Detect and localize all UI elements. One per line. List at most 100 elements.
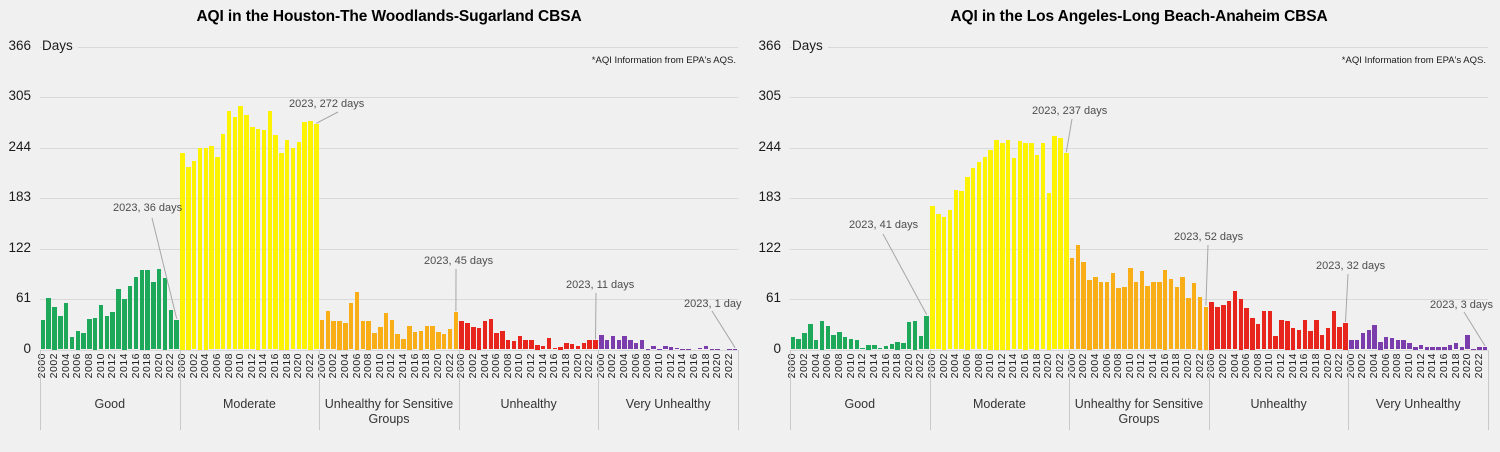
x-axis-tick-label: 2006 — [960, 353, 973, 379]
category-label: Unhealthy — [1250, 397, 1307, 411]
bar — [1302, 319, 1308, 350]
bar — [354, 291, 360, 350]
bar — [854, 340, 860, 350]
bar — [401, 338, 406, 350]
bar — [209, 145, 214, 350]
category-divider — [1488, 350, 1489, 430]
bar — [215, 156, 220, 350]
bar — [52, 306, 57, 350]
y-axis-title: Days — [792, 38, 828, 55]
bar — [1034, 155, 1040, 350]
bar — [953, 189, 959, 350]
bar — [244, 115, 249, 350]
bar — [517, 336, 523, 350]
gridline — [40, 97, 738, 98]
x-axis-tick-label: 2020 — [1181, 353, 1194, 379]
leader-lines — [151, 111, 736, 348]
bar — [226, 111, 232, 350]
bar — [808, 323, 813, 350]
bar — [133, 276, 139, 350]
y-axis-tick-label: 61 — [15, 290, 31, 305]
bar — [366, 320, 371, 350]
bar — [424, 326, 430, 350]
bar — [250, 126, 255, 350]
bar — [482, 321, 488, 350]
y-axis-tick-label: 0 — [773, 340, 781, 356]
bar — [1279, 319, 1284, 350]
gridline — [790, 299, 1488, 300]
bar — [308, 121, 313, 350]
bar — [383, 313, 389, 350]
bar — [360, 321, 366, 350]
bar — [1000, 142, 1005, 350]
bar — [657, 348, 662, 350]
bar — [1226, 300, 1232, 350]
bar — [912, 320, 918, 350]
bar — [511, 341, 517, 350]
chart-title: AQI in the Los Angeles-Long Beach-Anahei… — [950, 8, 1328, 25]
gridline — [40, 198, 738, 199]
bar — [581, 342, 587, 350]
category-divider — [1348, 350, 1350, 430]
bar — [1058, 138, 1063, 350]
bar — [895, 342, 900, 350]
y-axis-tick-label: 0 — [23, 340, 31, 356]
leader-line — [711, 310, 736, 348]
bar — [46, 298, 51, 350]
data-label-annotation: 2023, 36 days — [113, 202, 183, 214]
data-label-annotation: 2023, 41 days — [849, 219, 919, 231]
bar — [546, 337, 552, 350]
bar — [418, 330, 424, 350]
category-divider — [319, 350, 321, 430]
bar — [1290, 328, 1296, 350]
bar — [825, 326, 831, 350]
x-axis-tick-label: 2018 — [1309, 353, 1322, 379]
bar — [238, 106, 243, 350]
bar — [1418, 345, 1424, 350]
bar — [151, 282, 156, 350]
bar — [500, 331, 505, 350]
x-axis-tick-label: 2020 — [431, 353, 444, 379]
bar — [604, 339, 610, 350]
bar — [1052, 135, 1057, 350]
bar — [337, 320, 342, 350]
category-label: Unhealthy for Sensitive Groups — [1074, 397, 1204, 426]
bar — [936, 213, 941, 350]
bar — [127, 285, 133, 350]
y-axis-tick-label: 305 — [758, 88, 781, 103]
bar — [1459, 347, 1465, 350]
bar — [813, 339, 819, 350]
bar — [796, 338, 801, 350]
bar — [970, 168, 976, 350]
bar — [918, 336, 924, 350]
bar — [58, 315, 63, 350]
bar — [1349, 340, 1354, 350]
bar — [715, 348, 720, 350]
bar — [860, 347, 865, 350]
bar — [1133, 281, 1139, 350]
bar — [1407, 342, 1412, 350]
bar — [622, 336, 627, 350]
bar — [505, 340, 511, 350]
bar — [1447, 344, 1453, 350]
bar — [610, 336, 616, 350]
category-label: Moderate — [972, 397, 1026, 411]
bar — [174, 319, 179, 350]
gridline — [40, 299, 738, 300]
bar — [1296, 329, 1302, 350]
bar — [965, 176, 970, 350]
x-axis-tick-label: 2016 — [687, 353, 700, 379]
bar — [837, 332, 842, 350]
bar — [1337, 327, 1342, 350]
bar — [1331, 311, 1337, 350]
bar — [1098, 282, 1104, 350]
gridline — [790, 198, 1488, 199]
bar — [1046, 193, 1052, 350]
x-axis-tick-label: 2008 — [832, 353, 845, 379]
y-axis-tick-label: 244 — [758, 138, 781, 154]
bar — [569, 343, 575, 350]
gridline — [790, 147, 1488, 149]
bar — [651, 346, 656, 350]
bar — [139, 270, 145, 350]
gridline — [40, 46, 738, 48]
